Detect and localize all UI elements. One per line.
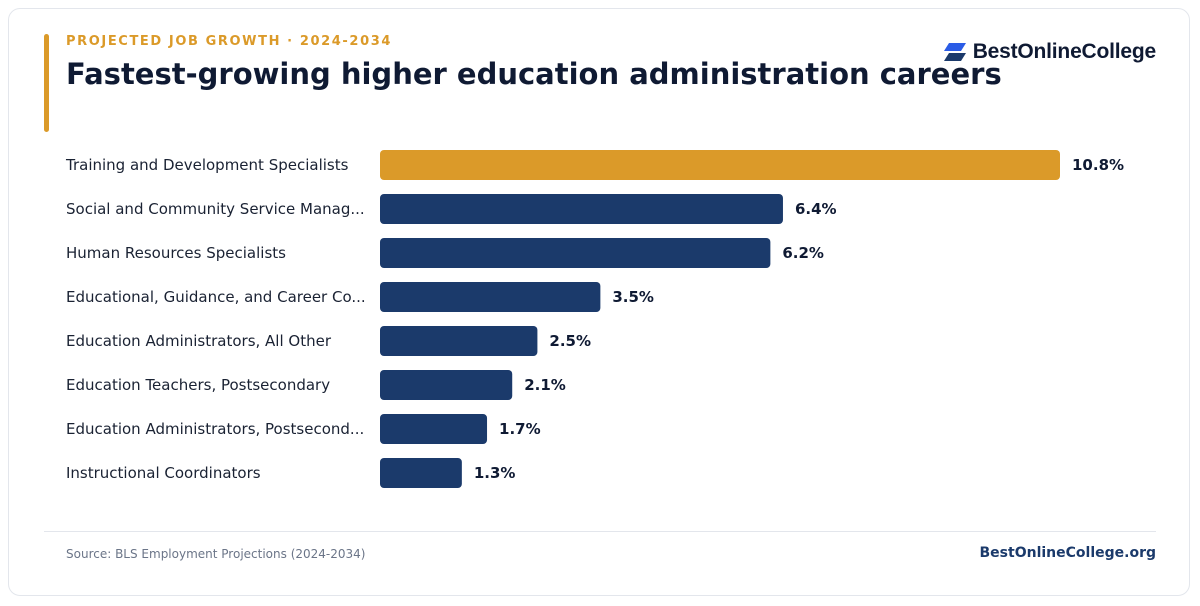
bar	[380, 282, 601, 312]
category-label: Instructional Coordinators	[66, 464, 261, 482]
bar	[380, 150, 1060, 180]
value-label: 10.8%	[1072, 156, 1124, 174]
title-accent-bar	[44, 34, 49, 132]
bar	[380, 370, 513, 400]
logo-text: BestOnlineCollege	[972, 40, 1157, 63]
category-label: Training and Development Specialists	[65, 156, 349, 174]
footer-divider	[44, 531, 1156, 532]
category-label: Education Administrators, Postsecond...	[66, 420, 364, 438]
bar	[380, 414, 488, 444]
value-label: 6.2%	[782, 244, 824, 262]
value-label: 1.7%	[499, 420, 541, 438]
category-label: Education Teachers, Postsecondary	[66, 376, 330, 394]
value-label: 1.3%	[474, 464, 516, 482]
value-label: 6.4%	[795, 200, 837, 218]
source-note: Source: BLS Employment Projections (2024…	[66, 547, 366, 561]
chart-eyebrow: PROJECTED JOB GROWTH · 2024-2034	[66, 34, 393, 49]
bar	[380, 238, 771, 268]
site-link[interactable]: BestOnlineCollege.org	[979, 545, 1156, 561]
value-label: 2.1%	[524, 376, 566, 394]
category-label: Social and Community Service Manag...	[66, 200, 365, 218]
bar	[380, 458, 462, 488]
category-label: Human Resources Specialists	[66, 244, 286, 262]
bar	[380, 326, 538, 356]
brand-logo[interactable]: BestOnlineCollege	[943, 40, 1156, 64]
category-label: Education Administrators, All Other	[66, 332, 332, 350]
value-label: 3.5%	[612, 288, 654, 306]
category-label: Educational, Guidance, and Career Co...	[66, 288, 366, 306]
logo-mark-icon	[943, 43, 966, 61]
chart-title: Fastest-growing higher education adminis…	[66, 57, 1002, 91]
value-label: 2.5%	[549, 332, 591, 350]
bar	[380, 194, 783, 224]
